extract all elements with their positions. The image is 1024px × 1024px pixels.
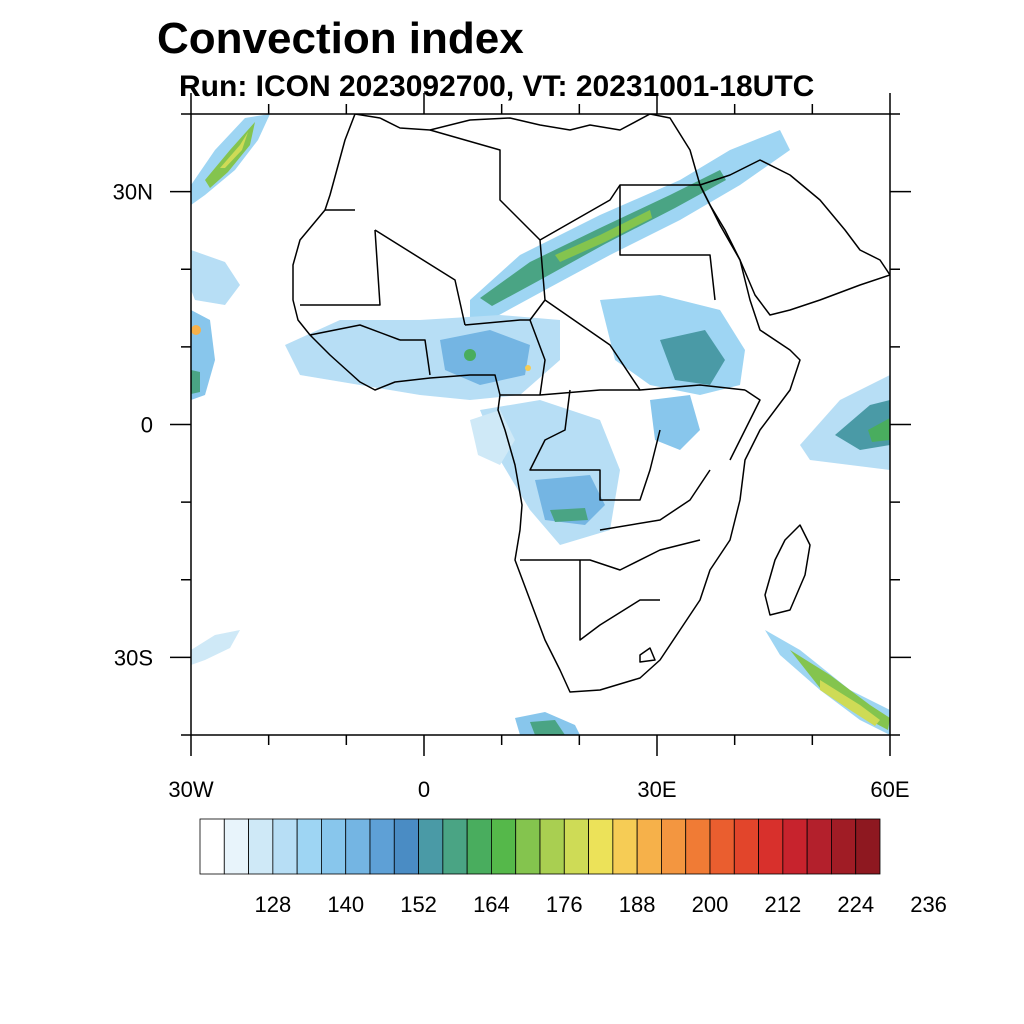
border-2 — [300, 229, 381, 306]
lon-tick-label: 60E — [870, 777, 909, 802]
shade-west-africa-core — [440, 330, 530, 385]
colorbar — [199, 818, 881, 875]
colorbar-swatch — [636, 818, 662, 875]
colorbar-label: 200 — [692, 892, 729, 917]
axis-ticks — [170, 93, 911, 756]
border-16 — [400, 339, 431, 376]
shade-congo-coast — [470, 410, 515, 465]
colorbar-label: 164 — [473, 892, 510, 917]
lat-tick-label: 30N — [113, 180, 153, 205]
colorbar-swatch — [442, 818, 468, 875]
border-17 — [309, 324, 401, 341]
shade-central-africa-peak — [550, 508, 588, 522]
colorbar-label: 176 — [546, 892, 583, 917]
shade-west-africa-spot — [464, 349, 476, 361]
arabian-peninsula — [699, 159, 890, 316]
border-12 — [579, 560, 660, 641]
shade-west-africa-spot-2 — [525, 365, 531, 371]
colorbar-swatch — [272, 818, 298, 875]
colorbar-swatch — [806, 818, 832, 875]
colorbar-swatch — [369, 818, 395, 875]
colorbar-swatch — [491, 818, 517, 875]
border-4 — [429, 129, 546, 321]
shade-w-atlantic — [191, 250, 240, 305]
colorbar-swatch — [199, 818, 225, 875]
africa-coastline — [292, 114, 801, 693]
chart-title: Convection index — [157, 14, 524, 63]
colorbar-swatch — [321, 818, 347, 875]
colorbar-swatch — [758, 818, 784, 875]
border-10 — [529, 389, 661, 501]
colorbar-swatch — [588, 818, 614, 875]
shade-sw-atlantic — [191, 630, 240, 665]
shade-indian-ocean-peak — [868, 418, 890, 442]
colorbar-label: 236 — [910, 892, 947, 917]
border-6 — [619, 185, 716, 301]
colorbar-swatch — [345, 818, 371, 875]
shade-east-africa-core — [660, 330, 725, 385]
colorbar-label: 224 — [837, 892, 874, 917]
colorbar-swatch — [709, 818, 735, 875]
colorbar-swatch — [831, 818, 857, 875]
colorbar-swatch — [782, 818, 808, 875]
colorbar-label: 188 — [619, 892, 656, 917]
colorbar-swatch — [612, 818, 638, 875]
border-13 — [599, 469, 711, 531]
shade-south-core — [530, 720, 565, 735]
lon-tick-label: 0 — [418, 777, 430, 802]
colorbar-swatch — [296, 818, 322, 875]
border-15 — [729, 389, 761, 461]
colorbar-swatch — [563, 818, 589, 875]
colorbar-swatch — [466, 818, 492, 875]
convection-shading — [191, 114, 890, 735]
border-5 — [539, 184, 700, 241]
madagascar — [764, 524, 811, 616]
shade-w-atlantic-peak — [191, 325, 201, 335]
colorbar-swatch — [248, 818, 274, 875]
colorbar-swatch — [685, 818, 711, 875]
colorbar-label: 128 — [254, 892, 291, 917]
colorbar-swatch — [733, 818, 759, 875]
border-11 — [520, 539, 701, 571]
shade-nw-atlantic-core — [205, 122, 255, 188]
colorbar-labels: 128 140 152 164 176 188 200 212 224 236 — [254, 892, 946, 917]
border-14 — [639, 647, 656, 663]
colorbar-swatch — [418, 818, 444, 875]
colorbar-label: 152 — [400, 892, 437, 917]
colorbar-swatch — [393, 818, 419, 875]
colorbar-swatch — [515, 818, 541, 875]
colorbar-label: 140 — [327, 892, 364, 917]
lon-tick-label: 30E — [637, 777, 676, 802]
border-8 — [464, 319, 546, 396]
shade-lake-victoria — [650, 395, 700, 450]
shade-sahel-peak — [555, 210, 652, 262]
lat-tick-label: 0 — [141, 413, 153, 438]
coastlines-and-borders — [292, 114, 890, 693]
colorbar-label: 212 — [764, 892, 801, 917]
chart-subtitle: Run: ICON 2023092700, VT: 20231001-18UTC — [179, 70, 815, 103]
colorbar-swatch — [661, 818, 687, 875]
shade-se-band-peak — [820, 680, 880, 726]
border-3 — [374, 229, 466, 326]
lat-tick-label: 30S — [114, 645, 153, 670]
axis-tick-labels: 30N 0 30S 30W 0 30E 60E — [113, 180, 910, 802]
colorbar-swatch — [539, 818, 565, 875]
colorbar-swatch — [223, 818, 249, 875]
shade-w-atlantic-core — [191, 370, 200, 394]
lon-tick-label: 30W — [168, 777, 213, 802]
colorbar-swatch — [855, 818, 881, 875]
